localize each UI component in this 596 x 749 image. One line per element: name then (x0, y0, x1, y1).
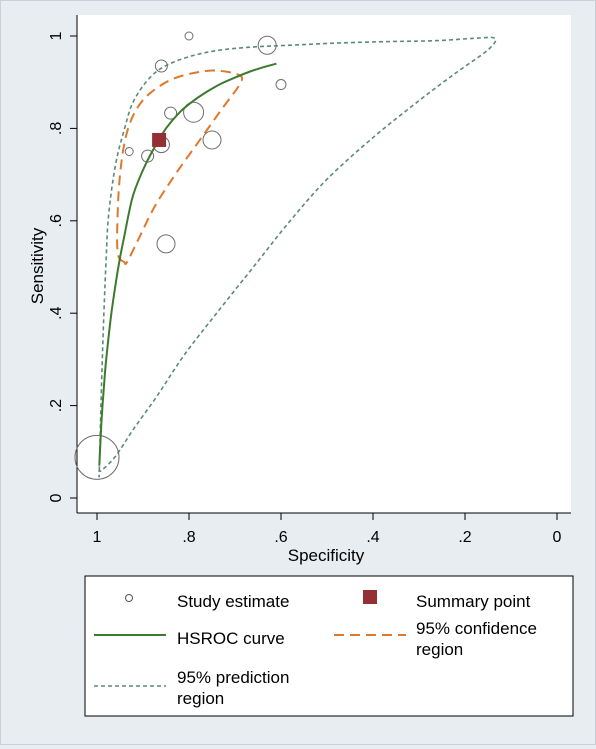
y-tick-label: 0 (48, 493, 65, 502)
legend-study-marker (125, 594, 133, 602)
legend-summary-label: Summary point (416, 592, 531, 611)
x-tick-label: 1 (93, 529, 102, 546)
x-tick-label: .8 (182, 529, 195, 546)
legend-prediction-label-line2: region (177, 689, 224, 708)
x-tick-label: .2 (458, 529, 471, 546)
study-estimate-point (202, 130, 222, 150)
y-ticks: 0 .2 .4 .6 .8 1 (48, 31, 77, 502)
study-estimate-point (164, 106, 178, 120)
study-estimate-point (74, 434, 120, 480)
x-tick-label: .6 (274, 529, 287, 546)
summary-point-marker (152, 132, 167, 147)
y-tick-label: .8 (48, 122, 65, 135)
y-tick-label: 1 (48, 31, 65, 40)
legend-study-label: Study estimate (177, 592, 289, 611)
study-estimate-point (257, 35, 277, 55)
series-layer (74, 31, 497, 480)
x-ticks: 1 .8 .6 .4 .2 0 (93, 513, 562, 546)
legend-confidence-label-line1: 95% confidence (416, 619, 537, 638)
legend-prediction-label-line1: 95% prediction (177, 668, 289, 687)
x-tick-label: 0 (553, 529, 562, 546)
x-tick-label: .4 (366, 529, 379, 546)
study-estimate-point (184, 31, 194, 41)
y-axis-title: Sensitivity (28, 227, 47, 304)
study-estimate-point (275, 79, 287, 91)
y-tick-label: .4 (48, 306, 65, 319)
legend-confidence-label-line2: region (416, 640, 463, 659)
hsroc-curve-line (98, 62, 277, 466)
y-tick-label: .6 (48, 214, 65, 227)
confidence-region-line (116, 69, 244, 266)
plot-area (77, 15, 571, 513)
x-axis-title: Specificity (288, 546, 365, 565)
prediction-region-line (98, 36, 497, 478)
y-tick-label: .2 (48, 399, 65, 412)
study-estimate-point (124, 147, 134, 156)
study-estimate-point (156, 234, 176, 254)
study-estimate-point (183, 101, 205, 123)
study-estimate-point (154, 59, 168, 73)
legend-box (84, 575, 574, 717)
legend-summary-marker (363, 590, 377, 604)
legend-hsroc-label: HSROC curve (177, 629, 285, 648)
